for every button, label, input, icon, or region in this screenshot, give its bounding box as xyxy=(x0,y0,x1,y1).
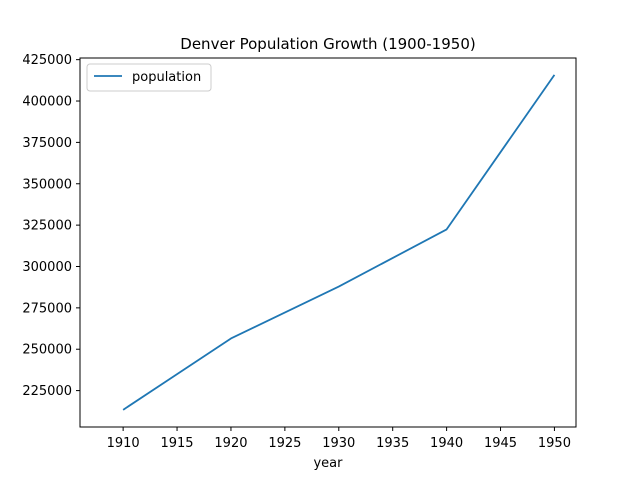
y-tick-label-275000: 275000 xyxy=(22,301,72,316)
x-tick-label-1935: 1935 xyxy=(376,436,409,451)
legend-box xyxy=(86,63,212,92)
legend-label-population: population xyxy=(132,70,201,85)
y-tick-label-300000: 300000 xyxy=(22,260,72,275)
x-tick-label-1930: 1930 xyxy=(322,436,355,451)
y-tick-label-400000: 400000 xyxy=(22,95,72,110)
y-tick-label-350000: 350000 xyxy=(22,177,72,192)
y-axis-ticks: 225000 250000 275000 300000 325000 350000 3750… xyxy=(22,53,80,399)
chart-title: Denver Population Growth (1900-1950) xyxy=(180,35,475,53)
legend: population xyxy=(86,63,212,92)
x-tick-label-1920: 1920 xyxy=(214,436,247,451)
x-tick-label-1940: 1940 xyxy=(430,436,463,451)
x-tick-label-1945: 1945 xyxy=(484,436,517,451)
x-tick-label-1915: 1915 xyxy=(160,436,193,451)
x-tick-label-1925: 1925 xyxy=(268,436,301,451)
x-tick-label-1950: 1950 xyxy=(538,436,571,451)
y-tick-label-375000: 375000 xyxy=(22,136,72,151)
x-tick-label-1910: 1910 xyxy=(107,436,140,451)
x-axis-label: year xyxy=(313,456,343,471)
y-tick-label-425000: 425000 xyxy=(22,53,72,68)
series-line-population xyxy=(122,74,556,411)
y-tick-label-325000: 325000 xyxy=(22,219,72,234)
plot-area-frame xyxy=(79,57,577,428)
x-axis-ticks: 1910 1915 1920 1925 1930 1935 1940 1945 1950 xyxy=(107,427,571,451)
series-layer xyxy=(122,74,556,411)
y-tick-label-250000: 250000 xyxy=(22,343,72,358)
y-tick-label-225000: 225000 xyxy=(22,384,72,399)
